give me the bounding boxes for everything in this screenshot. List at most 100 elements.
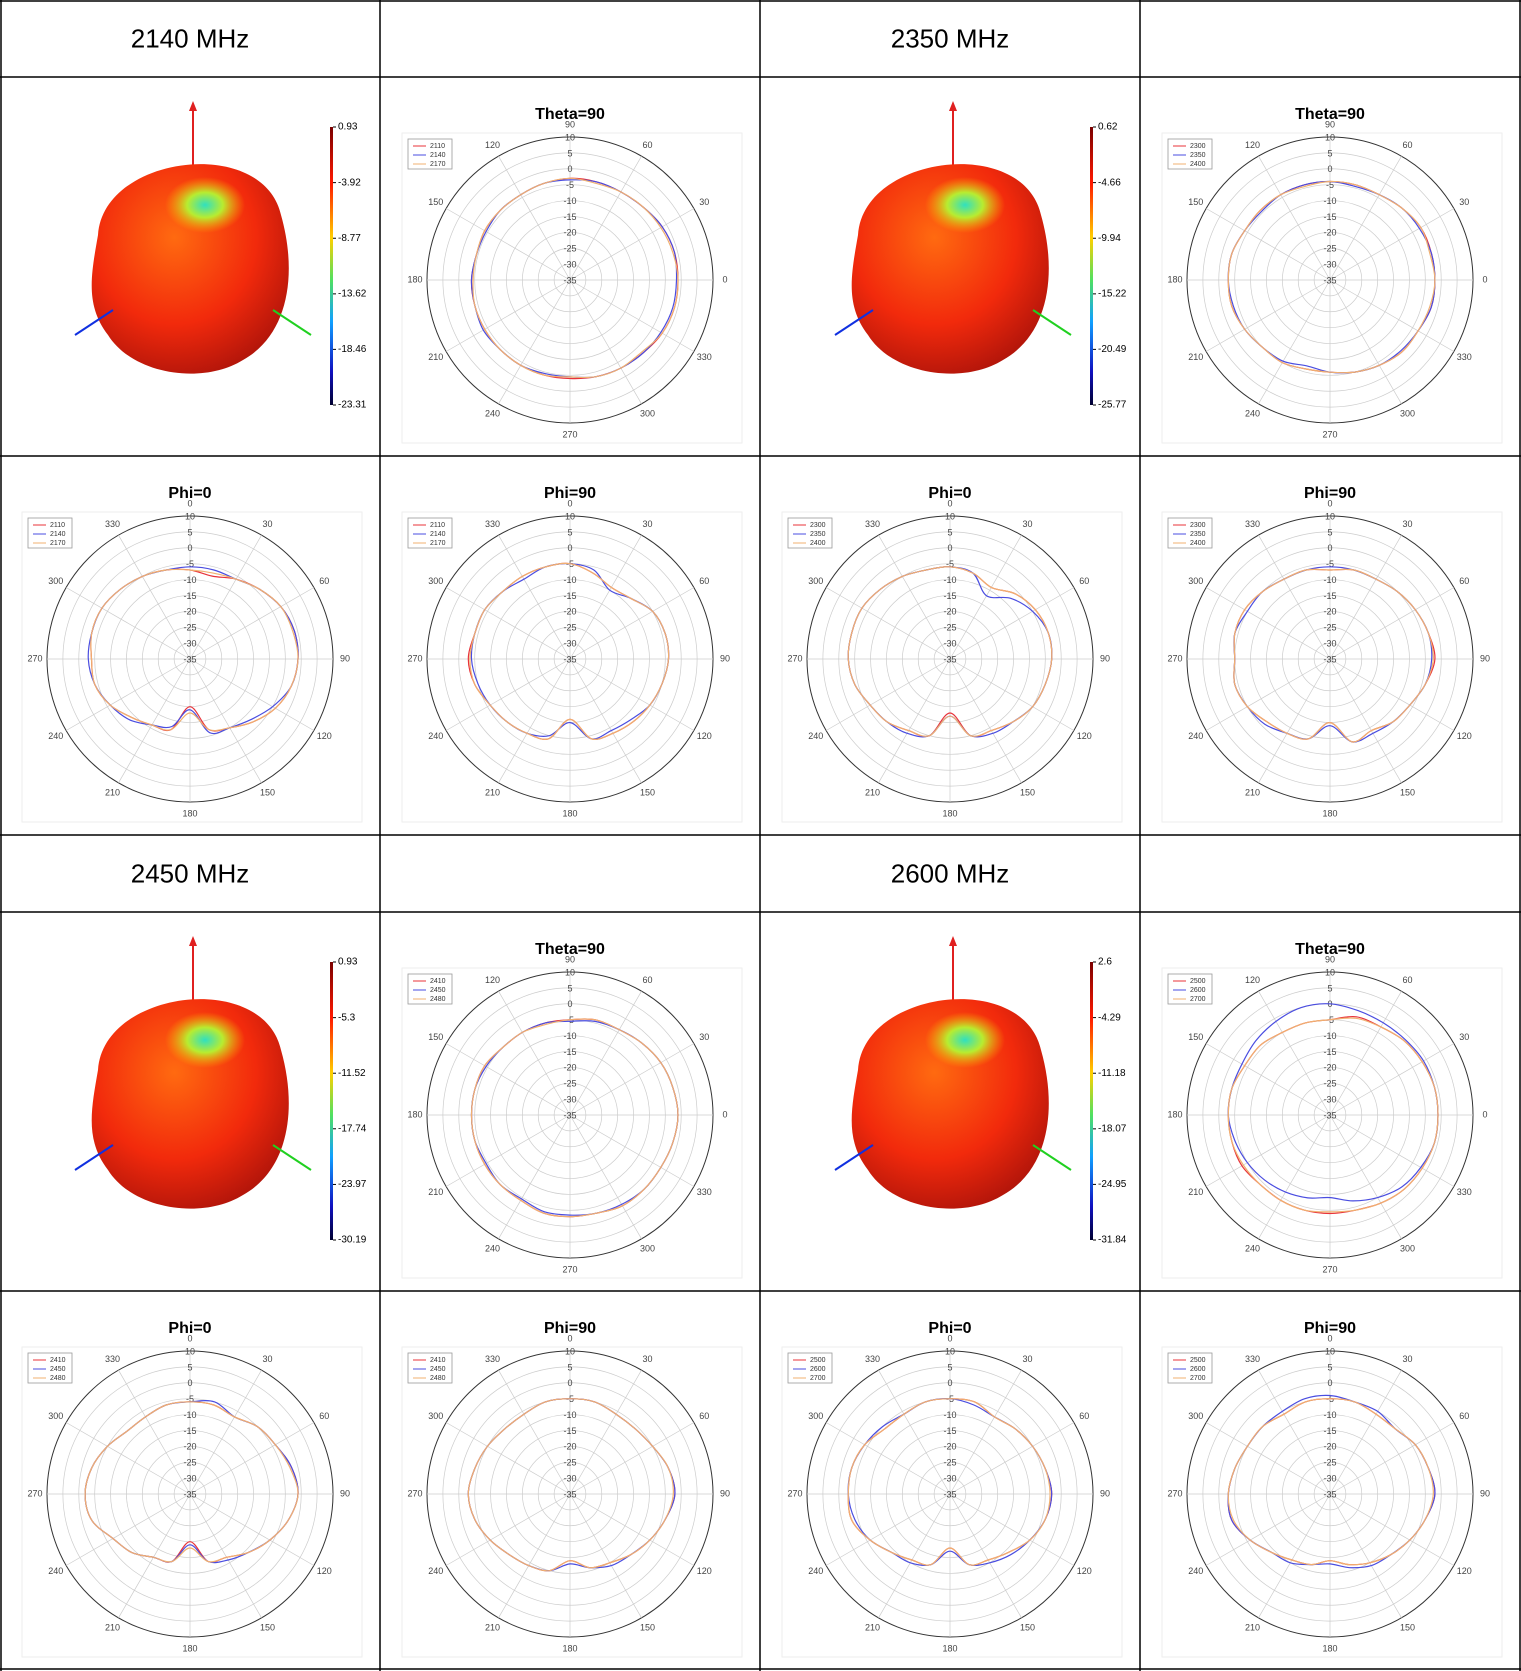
angle-label: 180 [942, 1643, 957, 1653]
angle-label: 330 [1245, 519, 1260, 529]
radial-label: -15 [563, 591, 576, 601]
angle-label: 30 [262, 519, 272, 529]
blob-spot [165, 177, 245, 233]
radial-label: -5 [1326, 559, 1334, 569]
colorbar-label: -4.29 [1098, 1012, 1121, 1023]
angle-label: 150 [1400, 788, 1415, 798]
legend-label: 2410 [50, 1357, 66, 1364]
angle-label: 30 [1459, 197, 1469, 207]
angle-label: 300 [640, 1244, 655, 1254]
radial-label: -20 [183, 607, 196, 617]
legend-label: 2500 [1190, 1357, 1206, 1364]
angle-label: 240 [808, 731, 823, 741]
polar-chart: Phi=900306090120150180210240270300330105… [402, 485, 742, 822]
angle-label: 180 [562, 1643, 577, 1653]
angle-label: 150 [260, 788, 275, 798]
legend-label: 2450 [50, 1366, 66, 1373]
angle-label: 30 [262, 1354, 272, 1364]
radial-label: 0 [567, 1378, 572, 1388]
angle-label: 0 [722, 1109, 727, 1119]
angle-label: 300 [808, 1411, 823, 1421]
legend-label: 2110 [430, 143, 445, 150]
radial-label: -25 [563, 244, 576, 254]
angle-label: 0 [567, 1333, 572, 1343]
angle-label: 330 [865, 1354, 880, 1364]
radial-label: 5 [1327, 1362, 1332, 1372]
radial-label: 5 [947, 1362, 952, 1372]
angle-label: 150 [428, 1032, 443, 1042]
radial-label: -30 [183, 1473, 196, 1483]
legend-label: 2350 [1190, 531, 1206, 538]
radial-label: -25 [1323, 1079, 1336, 1089]
radial-label: -10 [563, 1410, 576, 1420]
radial-label: -10 [943, 1410, 956, 1420]
radial-label: 10 [565, 1346, 575, 1356]
polar-chart: Phi=900306090120150180210240270300330105… [1162, 485, 1502, 822]
radial-label: -30 [943, 1473, 956, 1483]
legend-label: 2500 [1190, 978, 1206, 985]
radial-label: -10 [1323, 1410, 1336, 1420]
angle-label: 210 [485, 1623, 500, 1633]
colorbar [1090, 962, 1093, 1240]
colorbar-label: -11.18 [1098, 1068, 1126, 1079]
angle-label: 90 [1100, 1488, 1110, 1498]
angle-label: 0 [1327, 1333, 1332, 1343]
frequency-header: 2350 MHz [891, 23, 1010, 53]
radial-label: 0 [1327, 1378, 1332, 1388]
page: 2140 MHz0.93-3.92-8.77-13.62-18.46-23.31… [0, 0, 1521, 1671]
angle-label: 330 [485, 519, 500, 529]
radial-label: -15 [563, 1426, 576, 1436]
radial-label: -35 [563, 1110, 576, 1120]
frequency-header: 2600 MHz [891, 858, 1010, 888]
angle-label: 330 [1245, 1354, 1260, 1364]
radial-label: -25 [1323, 244, 1336, 254]
angle-label: 300 [48, 576, 63, 586]
angle-label: 300 [808, 576, 823, 586]
radiation-3d: 0.93-5.3-11.52-17.74-23.97-30.19 [75, 936, 367, 1246]
angle-label: 0 [567, 498, 572, 508]
angle-label: 210 [1188, 352, 1203, 362]
radial-label: -20 [563, 607, 576, 617]
legend-label: 2350 [1190, 152, 1206, 159]
radial-label: -20 [1323, 1442, 1336, 1452]
angle-label: 180 [1322, 808, 1337, 818]
legend-label: 2300 [810, 522, 826, 529]
legend-label: 2110 [50, 522, 65, 529]
radial-label: -30 [563, 259, 576, 269]
radial-label: -35 [1323, 275, 1336, 285]
legend-label: 2480 [50, 1375, 66, 1382]
frequency-header: 2450 MHz [131, 858, 250, 888]
radial-label: 5 [1327, 148, 1332, 158]
radial-label: -30 [1323, 259, 1336, 269]
radial-label: 5 [1327, 983, 1332, 993]
legend-label: 2170 [430, 161, 446, 168]
angle-label: 0 [947, 1333, 952, 1343]
angle-label: 90 [1480, 653, 1490, 663]
radial-label: -30 [943, 638, 956, 648]
legend-label: 2140 [50, 531, 66, 538]
polar-chart: Theta=9003060901201501802102402703003301… [402, 941, 742, 1278]
angle-label: 300 [1188, 576, 1203, 586]
angle-label: 150 [1188, 197, 1203, 207]
legend-label: 2480 [430, 1375, 446, 1382]
angle-label: 270 [1322, 429, 1337, 439]
radial-label: -20 [943, 607, 956, 617]
radial-label: 5 [187, 527, 192, 537]
angle-label: 0 [187, 498, 192, 508]
radial-label: -25 [563, 623, 576, 633]
legend-label: 2400 [810, 540, 826, 547]
angle-label: 30 [1022, 519, 1032, 529]
radial-label: -35 [563, 275, 576, 285]
polar-chart: Phi=003060901201501802102402703003301050… [22, 485, 362, 822]
radial-label: -15 [563, 212, 576, 222]
polar-chart: Theta=9003060901201501802102402703003301… [402, 106, 742, 443]
angle-label: 300 [1400, 409, 1415, 419]
angle-label: 90 [1100, 653, 1110, 663]
radial-label: 5 [567, 527, 572, 537]
radial-label: -20 [563, 228, 576, 238]
colorbar-label: 2.6 [1098, 957, 1112, 968]
angle-label: 90 [720, 653, 730, 663]
angle-label: 90 [340, 1488, 350, 1498]
angle-label: 270 [787, 653, 802, 663]
radial-label: -15 [563, 1047, 576, 1057]
